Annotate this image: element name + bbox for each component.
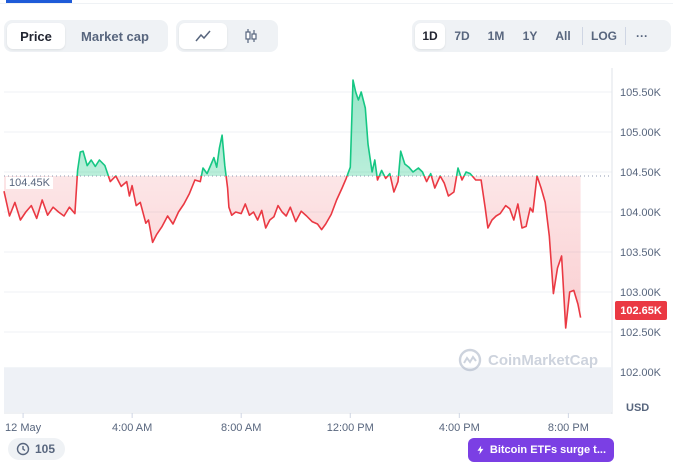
news-pill[interactable]: Bitcoin ETFs surge t... — [468, 438, 614, 462]
range-1d-button[interactable]: 1D — [415, 23, 445, 49]
range-1m-button[interactable]: 1M — [487, 29, 505, 43]
watermark-text: CoinMarketCap — [488, 351, 599, 369]
y-tick-label: 105.50K — [620, 87, 662, 99]
comments-count: 105 — [35, 442, 56, 456]
top-divider — [0, 3, 673, 4]
y-tick-label: 102.00K — [620, 367, 662, 379]
y-tick-label: 103.00K — [620, 287, 662, 299]
candlestick-icon — [245, 29, 257, 43]
x-tick-label: 12:00 PM — [327, 422, 374, 434]
y-tick-label: 105.00K — [620, 127, 662, 139]
tab-price[interactable]: Price — [7, 23, 65, 49]
range-1y-button[interactable]: 1Y — [522, 29, 538, 43]
metric-toggle: Price Market cap — [4, 20, 168, 52]
open-price-label: 104.45K — [6, 177, 53, 189]
range-7d-button[interactable]: 7D — [454, 29, 470, 43]
range-separator — [582, 27, 583, 45]
tab-market-cap[interactable]: Market cap — [81, 28, 149, 44]
y-tick-label: 104.50K — [620, 167, 662, 179]
x-tick-label: 8:00 AM — [221, 422, 261, 434]
comments-badge[interactable]: 105 — [8, 438, 66, 460]
current-price-tag: 102.65K — [615, 301, 667, 320]
active-tab-underline — [6, 0, 72, 3]
more-options-button[interactable]: ··· — [636, 29, 648, 43]
news-text: Bitcoin ETFs surge t... — [489, 444, 606, 456]
y-tick-label: 103.50K — [620, 247, 662, 259]
line-chart-icon — [195, 30, 211, 42]
coinmarketcap-watermark: CoinMarketCap — [458, 348, 598, 372]
line-chart-button[interactable] — [179, 23, 227, 49]
y-tick-label: 102.50K — [620, 327, 662, 339]
chart-type-toggle — [176, 20, 278, 52]
range-all-button[interactable]: All — [555, 29, 571, 43]
y-tick-label: 104.00K — [620, 207, 662, 219]
volume-bars — [4, 367, 612, 412]
cmc-logo-icon — [458, 348, 482, 372]
lightning-icon — [477, 445, 484, 455]
x-tick-label: 4:00 PM — [439, 422, 480, 434]
currency-label: USD — [626, 402, 650, 414]
x-tick-label: 8:00 PM — [548, 422, 589, 434]
price-line-down — [3, 176, 582, 329]
log-scale-button[interactable]: LOG — [591, 29, 617, 43]
range-toggle: 1D 7D 1M 1Y All LOG ··· — [412, 20, 671, 52]
candlestick-button[interactable] — [227, 23, 275, 49]
x-tick-label: 12 May — [5, 422, 42, 434]
x-tick-label: 4:00 AM — [112, 422, 152, 434]
history-icon — [16, 442, 30, 456]
more-separator — [625, 27, 626, 45]
price-area-down — [4, 176, 581, 328]
